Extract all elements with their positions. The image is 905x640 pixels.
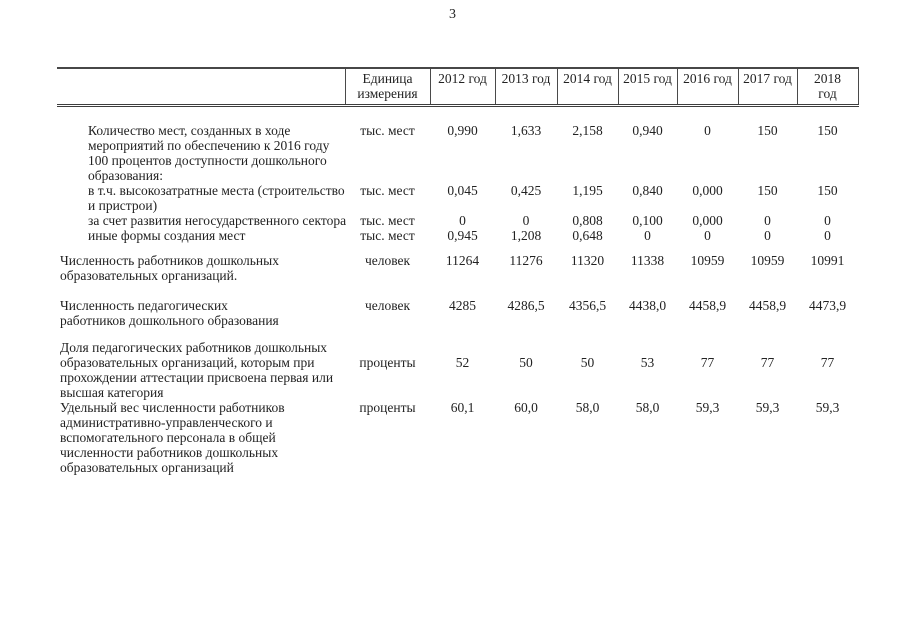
value-cell: 0: [704, 123, 711, 138]
unit-cell: тыс. мест: [360, 228, 415, 243]
header-year-cell-2013: 2013 год: [494, 67, 557, 107]
table-header-row: Единица измерения 2012 год 2013 год 2014…: [57, 67, 859, 107]
indicator-cell: Численность педагогических работников до…: [60, 298, 279, 328]
header-unit-cell: Единица измерения: [344, 67, 430, 107]
header-indicator-cell: [57, 67, 345, 107]
value-cell: 0,808: [572, 213, 603, 228]
value-cell: 0: [459, 213, 466, 228]
value-cell: 0: [824, 213, 831, 228]
table-row: Численность работников дошкольных образо…: [57, 243, 858, 283]
value-cell: 11338: [630, 253, 665, 268]
unit-cell: человек: [364, 298, 411, 313]
indicator-cell: Доля педагогических работников дошкольны…: [60, 340, 334, 400]
value-cell: 0: [764, 213, 771, 228]
value-cell: 0,840: [632, 183, 663, 198]
value-cell: 0,000: [692, 183, 723, 198]
header-year-cell-2014: 2014 год: [556, 67, 618, 107]
value-cell: 0: [824, 228, 831, 243]
value-cell: 4286,5: [507, 298, 545, 313]
value-cell: 58,0: [575, 400, 600, 415]
value-cell: 10959: [690, 253, 725, 268]
indicator-cell: за счет развития негосударственного сект…: [88, 213, 347, 228]
value-cell: 77: [820, 355, 835, 370]
value-cell: 4438,0: [628, 298, 667, 313]
indicator-cell: Численность работников дошкольных образо…: [60, 253, 279, 283]
value-cell: 11320: [570, 253, 605, 268]
table-row: за счет развития негосударственного сект…: [57, 213, 858, 228]
indicator-cell: Количество мест, созданных в ходе меропр…: [88, 123, 330, 183]
indicators-table: Единица измерения 2012 год 2013 год 2014…: [57, 67, 859, 475]
value-cell: 77: [760, 355, 775, 370]
header-year-cell-2016: 2016 год: [676, 67, 738, 107]
value-cell: 0: [764, 228, 771, 243]
value-cell: 11264: [445, 253, 480, 268]
table-row: Удельный вес численности работников адми…: [57, 400, 858, 475]
value-cell: 0: [644, 228, 651, 243]
value-cell: 1,633: [510, 123, 542, 138]
unit-cell: тыс. мест: [360, 123, 415, 138]
unit-cell: проценты: [359, 400, 416, 415]
header-year-cell-2015: 2015 год: [617, 67, 677, 107]
value-cell: 4458,9: [748, 298, 787, 313]
value-cell: 1,195: [572, 183, 603, 198]
value-cell: 4356,5: [568, 298, 607, 313]
value-cell: 2,158: [572, 123, 603, 138]
value-cell: 60,0: [514, 400, 538, 415]
table-row: Количество мест, созданных в ходе меропр…: [57, 106, 858, 184]
value-cell: 50: [519, 355, 533, 370]
value-cell: 0,990: [447, 123, 478, 138]
value-cell: 4285: [449, 298, 476, 313]
unit-cell: тыс. мест: [360, 183, 415, 198]
table-row: в т.ч. высокозатратные места (строительс…: [57, 183, 858, 213]
value-cell: 11276: [509, 253, 543, 268]
value-cell: 0,100: [632, 213, 663, 228]
value-cell: 0,940: [632, 123, 663, 138]
unit-cell: человек: [364, 253, 411, 268]
page-number: 3: [449, 7, 456, 22]
value-cell: 10991: [810, 253, 845, 268]
table-row: Доля педагогических работников дошкольны…: [57, 328, 858, 400]
value-cell: 1,208: [510, 228, 542, 243]
value-cell: 150: [817, 123, 838, 138]
value-cell: 150: [757, 183, 778, 198]
table-row: Численность педагогических работников до…: [57, 283, 858, 328]
indicator-cell: в т.ч. высокозатратные места (строительс…: [88, 183, 345, 213]
value-cell: 58,0: [635, 400, 660, 415]
header-year-cell-2018: 2018 год: [796, 67, 859, 107]
value-cell: 0,425: [510, 183, 542, 198]
value-cell: 60,1: [450, 400, 475, 415]
value-cell: 0,648: [572, 228, 603, 243]
value-cell: 53: [640, 355, 655, 370]
value-cell: 52: [455, 355, 470, 370]
value-cell: 0: [704, 228, 711, 243]
value-cell: 0,045: [447, 183, 478, 198]
unit-cell: тыс. мест: [360, 213, 415, 228]
table-row: иные формы создания мест тыс. мест 0,945…: [57, 228, 858, 243]
header-year-cell-2017: 2017 год: [737, 67, 797, 107]
indicator-cell: иные формы создания мест: [88, 228, 246, 243]
value-cell: 0,945: [447, 228, 478, 243]
value-cell: 59,3: [695, 400, 720, 415]
value-cell: 0: [522, 213, 530, 228]
value-cell: 59,3: [815, 400, 840, 415]
indicator-cell: Удельный вес численности работников адми…: [60, 400, 285, 475]
value-cell: 4473,9: [808, 298, 847, 313]
value-cell: 10959: [750, 253, 785, 268]
value-cell: 77: [700, 355, 715, 370]
header-year-cell-2012: 2012 год: [429, 67, 495, 107]
value-cell: 150: [757, 123, 778, 138]
value-cell: 0,000: [692, 213, 723, 228]
value-cell: 4458,9: [688, 298, 727, 313]
value-cell: 59,3: [755, 400, 780, 415]
value-cell: 50: [580, 355, 595, 370]
unit-cell: проценты: [359, 355, 416, 370]
value-cell: 150: [817, 183, 838, 198]
